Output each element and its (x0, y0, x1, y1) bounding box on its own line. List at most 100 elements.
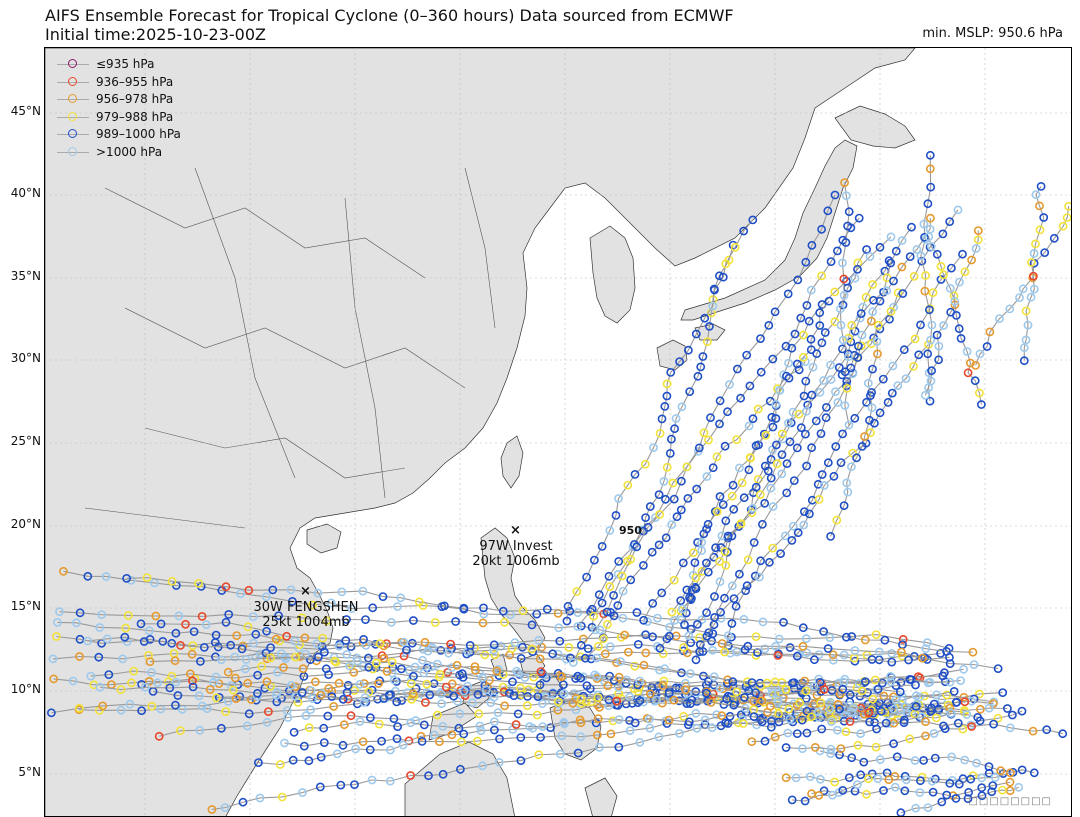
track-point (824, 296, 834, 306)
track-point (839, 290, 849, 300)
track-point (919, 219, 929, 229)
track-point (888, 361, 898, 371)
track-point (322, 616, 332, 626)
legend-entry: 956–978 hPa (54, 91, 181, 109)
track-point (836, 458, 846, 467)
track-point (655, 428, 665, 438)
track-point (844, 207, 854, 217)
track-point (326, 598, 336, 608)
track-point (751, 441, 761, 451)
track-point (573, 748, 583, 758)
track-point (661, 533, 671, 543)
track-point (932, 249, 942, 259)
track-point (830, 777, 840, 787)
track-point (699, 428, 709, 438)
track-point (973, 226, 983, 235)
track-point (342, 650, 352, 659)
track-point (828, 790, 837, 800)
ensemble-track (145, 652, 956, 719)
track-point (284, 686, 294, 696)
track-point (417, 737, 427, 746)
track-point (926, 182, 936, 192)
track-point (768, 354, 778, 364)
track-point (647, 547, 657, 557)
track-point (676, 505, 686, 515)
track-point (389, 714, 399, 724)
track-point (717, 531, 727, 541)
track-point (1049, 233, 1059, 243)
track-point (591, 625, 600, 635)
track-point (993, 664, 1003, 673)
track-point (379, 654, 389, 663)
track-point (1019, 343, 1029, 353)
track-point (865, 717, 874, 727)
track-point (174, 611, 184, 621)
track-point (226, 681, 236, 690)
track-point (1014, 782, 1024, 792)
track-point (970, 376, 980, 386)
ensemble-track (573, 213, 864, 631)
track-point (170, 656, 180, 666)
track-point (861, 677, 870, 686)
track-point (301, 649, 311, 659)
track-point (836, 304, 845, 314)
track-point (563, 601, 573, 611)
track-point (739, 493, 749, 503)
track-line (699, 209, 959, 652)
track-point (399, 637, 409, 647)
track-point (693, 620, 702, 629)
track-point (717, 639, 727, 648)
track-point (850, 413, 860, 423)
track-point (319, 723, 329, 733)
track-point (939, 321, 948, 330)
track-point (83, 636, 93, 646)
track-point (301, 711, 311, 721)
watermark: □□□□□□□□ (968, 796, 1052, 807)
track-point (923, 349, 933, 359)
track-point (232, 631, 242, 640)
track-point (522, 701, 532, 710)
track-point (721, 259, 731, 269)
track-point (945, 659, 955, 668)
track-point (122, 574, 131, 583)
legend-entry: >1000 hPa (54, 144, 181, 162)
track-point (927, 703, 936, 713)
track-point (211, 630, 221, 640)
track-point (825, 704, 835, 714)
border-line (464, 167, 496, 329)
track-point (606, 729, 616, 739)
track-point (910, 334, 920, 344)
track-point (801, 376, 811, 386)
track-point (279, 663, 288, 672)
track-point (298, 788, 307, 797)
track-point (1029, 248, 1039, 258)
track-point (893, 288, 903, 298)
track-line (724, 253, 963, 653)
track-point (718, 272, 728, 282)
track-point (732, 435, 742, 444)
track-point (721, 718, 730, 728)
legend-marker-icon (68, 76, 77, 86)
track-point (68, 676, 78, 686)
track-point (842, 478, 852, 488)
track-point (414, 597, 424, 607)
track-line (841, 218, 931, 376)
track-point (766, 701, 775, 711)
track-point (1029, 284, 1039, 294)
track-point (827, 717, 836, 726)
track-line (659, 292, 899, 649)
track-point (771, 414, 781, 423)
track-point (897, 262, 907, 272)
track-point (347, 604, 356, 614)
track-point (886, 672, 895, 681)
track-point (921, 271, 930, 280)
track-point (142, 573, 152, 582)
track-point (275, 760, 285, 769)
track-point (819, 685, 829, 694)
track-point (697, 537, 707, 547)
track-point (798, 623, 808, 633)
track-point (755, 490, 765, 500)
track-point (748, 215, 758, 225)
track-point (290, 682, 300, 691)
ensemble-track (667, 256, 894, 617)
